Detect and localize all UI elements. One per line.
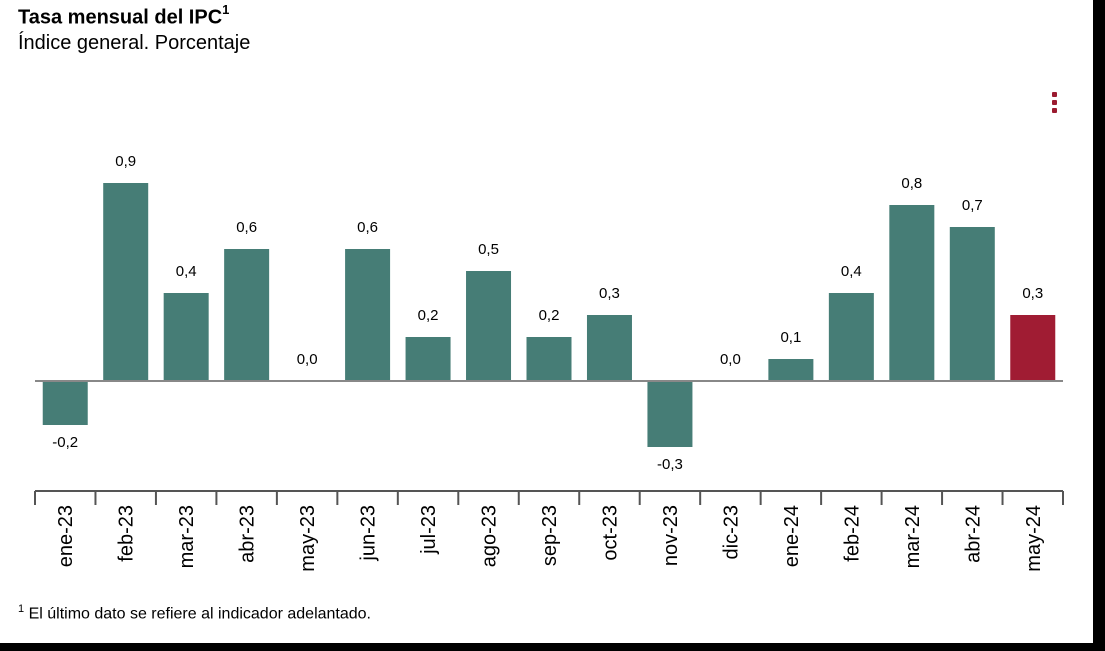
data-label-mar-23: 0,4 xyxy=(176,263,197,280)
bar-ago-23 xyxy=(466,271,512,381)
data-label-abr-24: 0,7 xyxy=(962,197,983,214)
data-label-nov-23: -0,3 xyxy=(657,456,683,473)
data-label-may-23: 0,0 xyxy=(297,351,318,368)
x-tick-label-oct-23: oct-23 xyxy=(599,505,621,561)
chart-title-text: Tasa mensual del IPC xyxy=(18,6,223,29)
footnote: 1 El último dato se refiere al indicador… xyxy=(18,603,371,623)
x-tick-label-mar-23: mar-23 xyxy=(176,505,198,568)
data-label-may-24: 0,3 xyxy=(1022,285,1043,302)
bars-group xyxy=(42,183,1056,447)
bar-sep-23 xyxy=(526,337,572,381)
x-tick-label-feb-24: feb-24 xyxy=(841,505,863,562)
data-label-feb-23: 0,9 xyxy=(115,153,136,170)
x-tick-label-sep-23: sep-23 xyxy=(539,505,561,566)
bar-abr-23 xyxy=(224,249,270,381)
x-tick-label-mar-24: mar-24 xyxy=(902,505,924,568)
x-tick-label-nov-23: nov-23 xyxy=(660,505,682,566)
x-tick-label-may-24: may-24 xyxy=(1023,505,1045,572)
data-label-feb-24: 0,4 xyxy=(841,263,862,280)
x-tick-label-ene-23: ene-23 xyxy=(55,505,77,567)
x-tick-label-abr-23: abr-23 xyxy=(237,505,259,563)
x-tick-label-dic-23: dic-23 xyxy=(720,505,742,559)
data-label-oct-23: 0,3 xyxy=(599,285,620,302)
bar-may-24 xyxy=(1010,315,1056,381)
chart-panel: Tasa mensual del IPC1 Índice general. Po… xyxy=(0,0,1093,643)
footnote-marker: 1 xyxy=(18,603,25,615)
kebab-menu-icon[interactable] xyxy=(1048,90,1060,114)
data-label-abr-23: 0,6 xyxy=(236,219,257,236)
x-tick-label-may-23: may-23 xyxy=(297,505,319,572)
x-axis: ene-23 feb-23 mar-23 abr-23 may-23 jun-23 jul-… xyxy=(34,490,1064,572)
data-label-mar-24: 0,8 xyxy=(901,175,922,192)
data-label-ene-23: -0,2 xyxy=(52,434,78,451)
bar-jun-23 xyxy=(345,249,391,381)
bar-oct-23 xyxy=(586,315,632,381)
data-label-ago-23: 0,5 xyxy=(478,241,499,258)
data-label-jul-23: 0,2 xyxy=(418,307,439,324)
bar-jul-23 xyxy=(405,337,451,381)
bar-feb-24 xyxy=(828,293,874,381)
x-tick-label-feb-23: feb-23 xyxy=(116,505,138,562)
title-footnote-marker: 1 xyxy=(222,2,230,17)
bar-ene-24 xyxy=(768,359,814,381)
bar-feb-23 xyxy=(103,183,149,381)
data-label-jun-23: 0,6 xyxy=(357,219,378,236)
chart-subtitle: Índice general. Porcentaje xyxy=(18,32,251,54)
data-labels-group: -0,2 0,9 0,4 0,6 0,0 0,6 0,2 0,5 0,2 0,3 -0,3 0,0 0,… xyxy=(52,153,1043,473)
bar-ene-23 xyxy=(42,381,88,425)
x-tick-label-ene-24: ene-24 xyxy=(781,505,803,567)
x-tick-label-jul-23: jul-23 xyxy=(418,505,440,555)
bar-abr-24 xyxy=(949,227,995,381)
bar-nov-23 xyxy=(647,381,693,447)
data-label-sep-23: 0,2 xyxy=(539,307,560,324)
chart-title: Tasa mensual del IPC1 xyxy=(18,2,230,30)
data-label-dic-23: 0,0 xyxy=(720,351,741,368)
bar-chart: -0,2 0,9 0,4 0,6 0,0 0,6 0,2 0,5 0,2 0,3 -0,3 0,0 0,… xyxy=(34,153,1064,572)
x-tick-label-ago-23: ago-23 xyxy=(479,505,501,567)
bar-mar-23 xyxy=(163,293,209,381)
x-tick-label-abr-24: abr-24 xyxy=(962,505,984,563)
footnote-text: El último dato se refiere al indicador a… xyxy=(24,605,371,623)
x-tick-label-jun-23: jun-23 xyxy=(358,505,380,562)
bar-mar-24 xyxy=(889,205,935,381)
data-label-ene-24: 0,1 xyxy=(780,329,801,346)
